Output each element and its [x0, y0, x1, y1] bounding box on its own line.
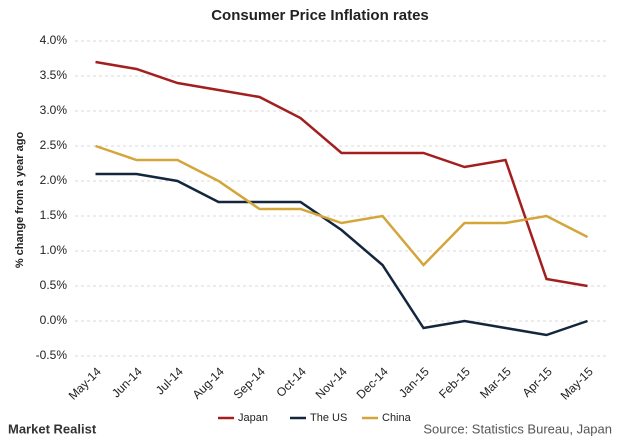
y-tick-label: -0.5%: [36, 348, 68, 362]
x-tick-label: Dec-14: [354, 364, 391, 401]
y-tick-label: 3.5%: [40, 68, 68, 82]
y-tick-label: 1.0%: [40, 243, 68, 257]
x-tick-label: Jun-14: [109, 364, 145, 400]
x-tick-label: Jul-14: [153, 364, 186, 397]
legend-label: China: [382, 412, 412, 424]
x-tick-label: Sep-14: [231, 364, 268, 401]
brand: Market Realist: [8, 421, 97, 436]
y-tick-label: 0.5%: [40, 278, 68, 292]
legend-label: Japan: [238, 412, 268, 424]
y-tick-label: 4.0%: [40, 33, 68, 47]
chart-title: Consumer Price Inflation rates: [211, 7, 429, 24]
line-series: [95, 172, 588, 337]
y-tick-label: 0.0%: [40, 313, 68, 327]
y-tick-label: 1.5%: [40, 208, 68, 222]
source: Source: Statistics Bureau, Japan: [423, 421, 612, 436]
x-tick-label: Aug-14: [190, 364, 227, 401]
x-tick-label: May-14: [66, 364, 104, 402]
line-series: [95, 144, 589, 267]
y-axis-label: % change from a year ago: [14, 132, 26, 269]
y-tick-label: 2.0%: [40, 173, 68, 187]
x-tick-label: Oct-14: [273, 364, 309, 400]
line-series: [95, 60, 588, 288]
y-tick-label: 3.0%: [40, 103, 68, 117]
x-tick-label: Feb-15: [436, 364, 473, 401]
x-tick-label: Mar-15: [477, 364, 514, 401]
x-tick-label: May-15: [558, 364, 596, 402]
x-tick-label: Apr-15: [519, 364, 555, 400]
x-tick-label: Jan-15: [396, 364, 432, 400]
y-tick-label: 2.5%: [40, 138, 68, 152]
x-tick-label: Nov-14: [313, 364, 350, 401]
legend-label: The US: [310, 412, 347, 424]
